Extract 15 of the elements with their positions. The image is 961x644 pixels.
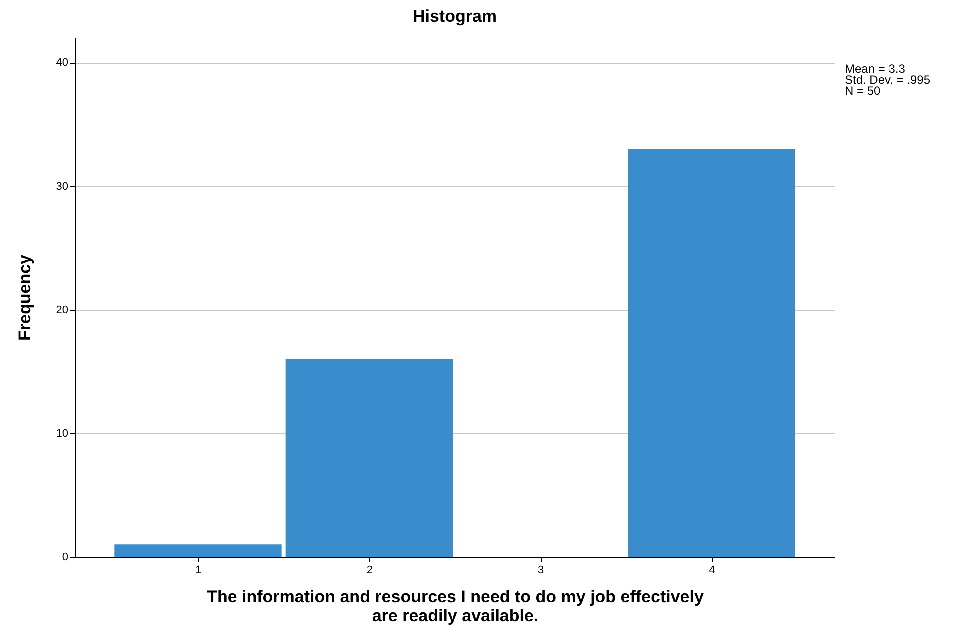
- y-tick-label: 20: [56, 304, 68, 316]
- text: N = 50: [845, 84, 882, 98]
- text: Std. Dev. = .995: [845, 73, 931, 87]
- x-axis-title: The information and resources I need to do my job effectively are readily available.: [207, 588, 704, 626]
- y-tick-label: 40: [56, 57, 68, 70]
- x-tick-label: 3: [538, 564, 544, 576]
- y-tick-label: 0: [62, 552, 68, 564]
- x-tick-label: 4: [709, 564, 716, 576]
- x-tick-label: 1: [196, 564, 202, 576]
- y-tick-label: 30: [56, 180, 68, 193]
- text: Mean = 3.3: [845, 62, 906, 76]
- x-tick-label: 2: [366, 564, 373, 576]
- y-axis-title: Frequency: [15, 254, 34, 341]
- chart-title: Histogram: [412, 7, 498, 26]
- y-tick-label: 10: [56, 428, 68, 440]
